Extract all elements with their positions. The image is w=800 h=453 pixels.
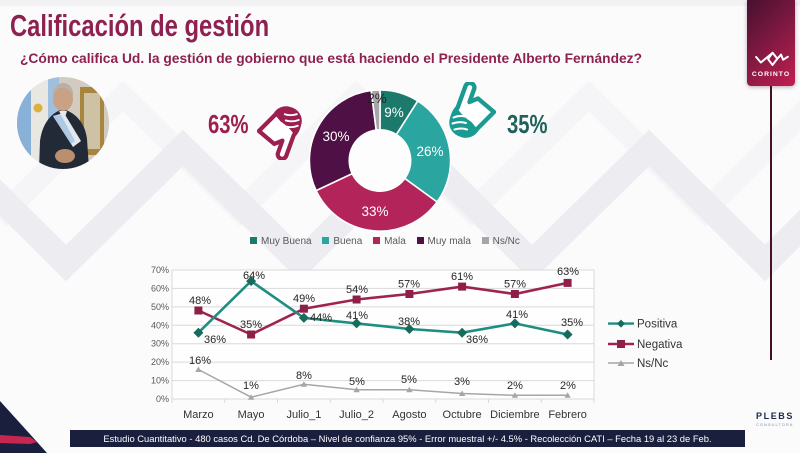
svg-text:Positiva: Positiva: [637, 319, 678, 331]
svg-text:Mayo: Mayo: [238, 409, 265, 421]
svg-text:70%: 70%: [151, 265, 169, 275]
svg-text:61%: 61%: [451, 271, 473, 283]
svg-text:2%: 2%: [507, 380, 523, 392]
svg-text:Febrero: Febrero: [548, 409, 587, 421]
svg-text:41%: 41%: [346, 310, 368, 322]
svg-text:33%: 33%: [361, 204, 388, 219]
svg-text:Negativa: Negativa: [637, 339, 683, 351]
svg-text:50%: 50%: [151, 302, 169, 312]
svg-text:30%: 30%: [322, 129, 349, 144]
svg-text:Octubre: Octubre: [443, 409, 482, 421]
svg-text:36%: 36%: [204, 334, 226, 346]
svg-text:26%: 26%: [416, 144, 443, 159]
svg-text:20%: 20%: [151, 357, 169, 367]
svg-text:38%: 38%: [398, 316, 420, 328]
svg-text:Julio_2: Julio_2: [339, 409, 374, 421]
svg-text:Agosto: Agosto: [392, 409, 426, 421]
svg-text:57%: 57%: [398, 279, 420, 291]
svg-text:64%: 64%: [243, 270, 265, 282]
svg-text:35%: 35%: [561, 317, 583, 329]
svg-text:63%: 63%: [557, 266, 579, 278]
svg-text:10%: 10%: [151, 376, 169, 386]
svg-text:Diciembre: Diciembre: [490, 409, 540, 421]
svg-text:1%: 1%: [243, 380, 259, 392]
svg-text:60%: 60%: [151, 283, 169, 293]
svg-text:0%: 0%: [156, 394, 169, 404]
svg-text:57%: 57%: [504, 279, 526, 291]
svg-text:41%: 41%: [506, 309, 528, 321]
svg-text:5%: 5%: [401, 374, 417, 386]
svg-text:49%: 49%: [293, 293, 315, 305]
svg-text:Ns/Nc: Ns/Nc: [637, 358, 669, 370]
svg-text:2%: 2%: [367, 91, 387, 106]
svg-text:3%: 3%: [454, 376, 470, 388]
svg-text:44%: 44%: [310, 312, 332, 324]
svg-text:5%: 5%: [349, 376, 365, 388]
svg-text:2%: 2%: [560, 380, 576, 392]
svg-text:48%: 48%: [189, 295, 211, 307]
svg-text:36%: 36%: [466, 334, 488, 346]
svg-text:8%: 8%: [296, 370, 312, 382]
svg-text:40%: 40%: [151, 320, 169, 330]
svg-text:Julio_1: Julio_1: [286, 409, 321, 421]
svg-text:9%: 9%: [384, 105, 404, 120]
svg-text:16%: 16%: [189, 355, 211, 367]
svg-text:Marzo: Marzo: [183, 409, 214, 421]
svg-text:35%: 35%: [240, 319, 262, 331]
svg-text:30%: 30%: [151, 339, 169, 349]
svg-text:54%: 54%: [346, 284, 368, 296]
